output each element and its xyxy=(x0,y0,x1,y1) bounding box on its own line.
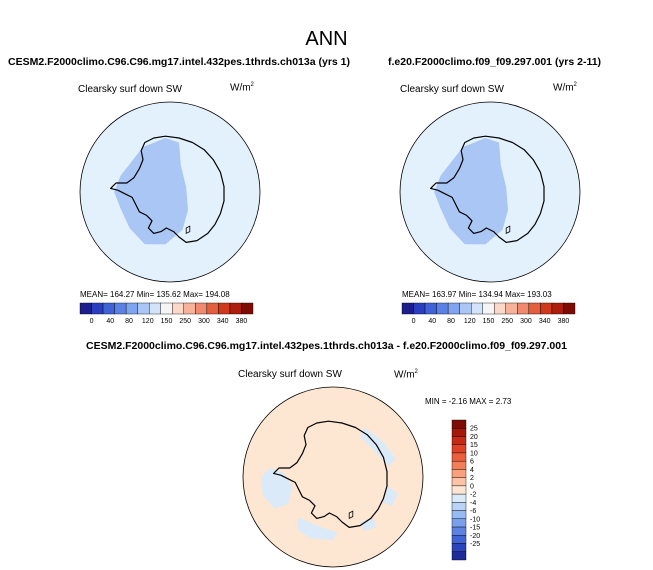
panel-1-stats: MEAN= 164.27 Min= 135.62 Max= 194.08 xyxy=(80,290,230,299)
diff-panel-stats: MIN = -2.16 MAX = 2.73 xyxy=(425,397,512,406)
diff-panel-colorbar-tick-label: -20 xyxy=(470,533,480,540)
diff-panel-colorbar-box xyxy=(451,477,467,487)
diff-panel-title: CESM2.F2000climo.C96.C96.mg17.intel.432p… xyxy=(86,340,567,352)
panel-1-colorbar-tick-label: 340 xyxy=(217,318,229,325)
panel-1-colorbar-tick-label: 150 xyxy=(161,318,173,325)
diff-panel-colorbar-tick-label: 2 xyxy=(470,475,474,482)
diff-panel-colorbar-tick-label: 10 xyxy=(470,450,478,457)
diff-panel-colorbar-box xyxy=(451,428,467,437)
diff-panel-colorbar-box xyxy=(451,535,467,544)
diff-panel-colorbar-box xyxy=(451,502,467,511)
diff-panel-colorbar-tick-label: -2 xyxy=(470,492,476,499)
diff-panel-map-island-coastline xyxy=(348,510,354,520)
panel-1-colorbar-tick-label: 0 xyxy=(90,318,94,325)
panel-2-colorbar-tick-label: 40 xyxy=(428,318,436,325)
diff-panel-colorbar-tick-label: 15 xyxy=(470,442,478,449)
panel-2-case-title: f.e20.F2000climo.f09_f09.297.001 (yrs 2-… xyxy=(388,56,602,68)
panel-1-colorbar-tick-label: 250 xyxy=(179,318,191,325)
diff-panel-map-coastline xyxy=(273,420,388,528)
panel-2-colorbar-box xyxy=(563,302,576,315)
diff-panel-map-negative-region xyxy=(297,517,338,540)
diff-panel-colorbar-box xyxy=(451,444,467,454)
panel-2-variable-label: Clearsky surf down SW xyxy=(400,84,504,95)
diff-panel-colorbar-tick-label: -25 xyxy=(470,541,480,548)
diff-panel-colorbar-tick-label: -10 xyxy=(470,516,480,523)
diff-panel-map-negative-region xyxy=(382,486,398,506)
diff-panel-colorbar-box xyxy=(451,543,467,552)
panel-1-colorbar-tick-label: 380 xyxy=(236,318,248,325)
panel-2-colorbar-tick-label: 380 xyxy=(558,318,570,325)
panel-1-colorbar-box xyxy=(241,302,254,315)
panel-1-colorbar-tick-label: 80 xyxy=(125,318,133,325)
diff-panel-colorbar-box xyxy=(451,460,467,470)
diff-panel-colorbar-box xyxy=(451,510,467,520)
diff-panel-colorbar-tick-label: -6 xyxy=(470,508,476,515)
diff-panel-colorbar-box xyxy=(451,419,467,429)
diff-panel-units: W/m2 xyxy=(394,369,418,381)
diff-panel-colorbar-box xyxy=(451,485,467,495)
panel-2-colorbar-tick-label: 250 xyxy=(501,318,513,325)
panel-1-case-title: CESM2.F2000climo.C96.C96.mg17.intel.432p… xyxy=(8,56,350,68)
panel-1-units: W/m2 xyxy=(230,82,254,94)
diff-panel-map-negative-region xyxy=(360,518,377,531)
diff-panel-colorbar-tick-label: 6 xyxy=(470,459,474,466)
diff-panel-colorbar-tick-label: 4 xyxy=(470,467,474,474)
diff-panel-map-negative-region xyxy=(261,468,293,509)
panel-2-colorbar-tick-label: 150 xyxy=(483,318,495,325)
panel-1-colorbar-tick-label: 120 xyxy=(142,318,154,325)
panel-2-stats: MEAN= 163.97 Min= 134.94 Max= 193.03 xyxy=(402,290,552,299)
panel-1-variable-label: Clearsky surf down SW xyxy=(78,84,182,95)
diff-panel-colorbar-box xyxy=(451,493,467,503)
diff-panel-colorbar-box xyxy=(451,469,467,478)
diff-panel-colorbar-tick-label: 20 xyxy=(470,434,478,441)
diff-panel-colorbar-box xyxy=(451,526,467,536)
panel-2-map-island-coastline xyxy=(505,225,511,235)
panel-2-colorbar-tick-label: 0 xyxy=(412,318,416,325)
panel-1-map-mid-region xyxy=(114,138,188,245)
diff-panel-variable-label: Clearsky surf down SW xyxy=(238,369,342,380)
panel-2-colorbar-tick-label: 300 xyxy=(520,318,532,325)
panel-1-colorbar-tick-label: 40 xyxy=(106,318,114,325)
diff-panel-map-background xyxy=(242,386,424,568)
diff-panel-colorbar-box xyxy=(451,452,467,462)
diff-panel-colorbar-tick-label: -4 xyxy=(470,500,476,507)
diff-panel-colorbar-tick-label: 0 xyxy=(470,483,474,490)
diff-panel-colorbar-tick-label: -15 xyxy=(470,525,480,532)
page-title: ANN xyxy=(305,28,348,50)
panel-2-colorbar-tick-label: 80 xyxy=(447,318,455,325)
diff-panel-colorbar-box xyxy=(451,518,467,528)
panel-1-map-coastline xyxy=(110,135,225,243)
diff-panel-colorbar-tick-label: 25 xyxy=(470,426,478,433)
diff-panel-colorbar-box xyxy=(451,436,467,445)
panel-2-units: W/m2 xyxy=(553,82,577,94)
diff-panel-colorbar-box xyxy=(451,551,467,561)
panel-2-map-coastline xyxy=(430,135,545,243)
panel-2-colorbar-tick-label: 120 xyxy=(464,318,476,325)
panel-1-colorbar-tick-label: 300 xyxy=(198,318,210,325)
panel-2-colorbar-tick-label: 340 xyxy=(539,318,551,325)
panel-2-map-mid-region xyxy=(434,138,508,245)
panel-1-map-island-coastline xyxy=(185,225,191,235)
